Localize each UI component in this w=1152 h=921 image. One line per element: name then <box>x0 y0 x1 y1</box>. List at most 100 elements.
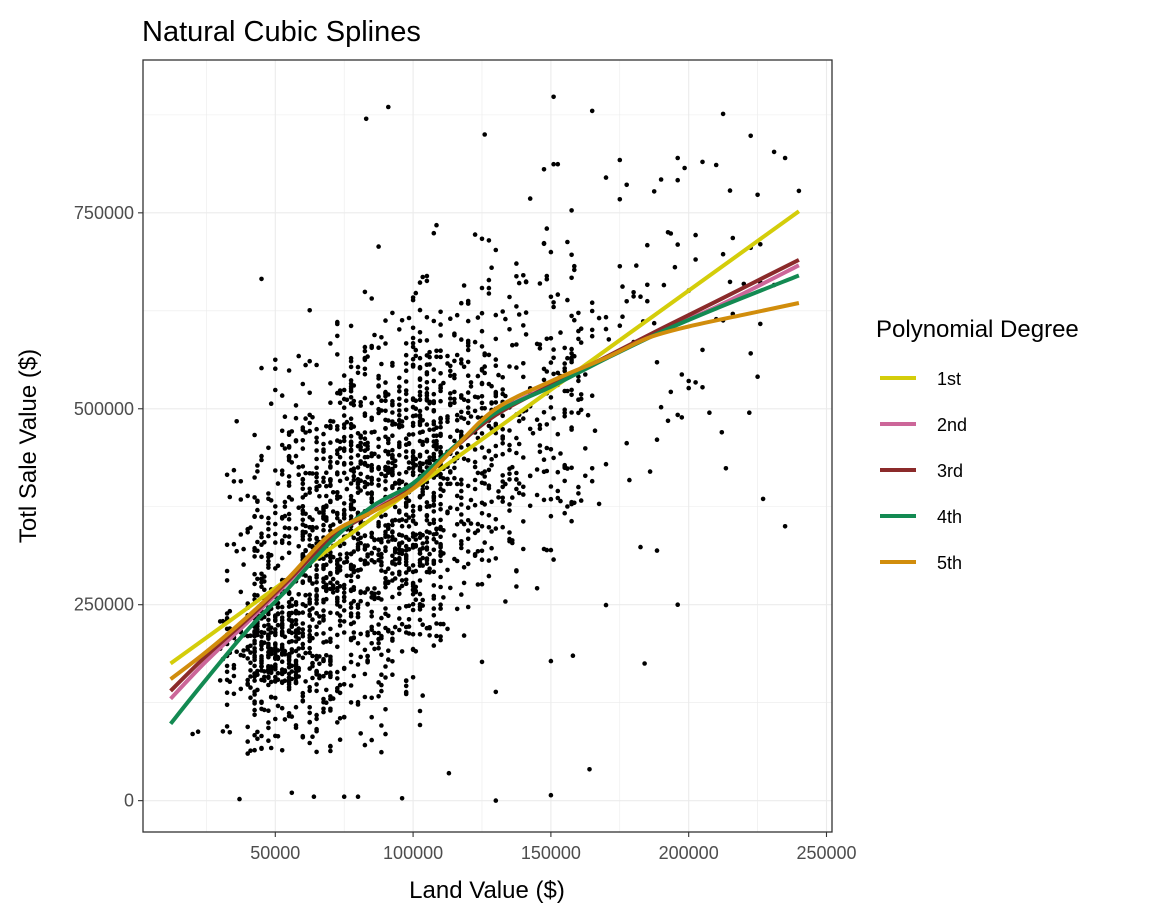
data-point <box>507 502 512 507</box>
data-point <box>713 162 719 168</box>
data-point <box>452 375 457 381</box>
data-point <box>348 433 354 439</box>
data-point <box>355 443 361 449</box>
data-point <box>569 465 574 471</box>
data-point <box>282 717 288 722</box>
data-point <box>296 544 302 549</box>
data-point <box>348 578 354 584</box>
data-point <box>569 359 574 365</box>
data-point <box>479 659 485 665</box>
data-point <box>431 606 437 611</box>
data-point <box>603 175 609 180</box>
data-point <box>335 602 340 607</box>
data-point <box>379 335 384 340</box>
data-point <box>445 476 450 482</box>
data-point <box>661 282 667 288</box>
data-point <box>445 419 450 425</box>
data-point <box>496 495 501 500</box>
gridlines <box>143 60 832 832</box>
data-point <box>403 368 409 374</box>
data-point <box>438 386 443 391</box>
data-point <box>252 663 257 669</box>
data-point <box>369 345 375 351</box>
data-point <box>358 654 364 660</box>
data-point <box>397 389 402 394</box>
data-point <box>328 748 333 754</box>
data-point <box>273 695 278 701</box>
data-point <box>479 431 485 436</box>
data-point <box>406 441 412 447</box>
data-point <box>424 518 430 523</box>
data-point <box>383 341 388 346</box>
data-point <box>578 326 584 332</box>
data-point <box>479 511 485 516</box>
data-point <box>514 342 519 347</box>
data-point <box>386 539 391 544</box>
data-point <box>578 340 584 345</box>
data-point <box>266 622 271 628</box>
data-point <box>417 355 423 361</box>
data-point <box>248 525 253 530</box>
data-point <box>279 705 285 711</box>
data-point <box>286 494 292 500</box>
data-point <box>424 398 430 403</box>
data-point <box>548 249 554 255</box>
data-point <box>341 507 347 513</box>
data-point <box>551 355 556 361</box>
data-point <box>730 235 736 241</box>
data-point <box>431 433 437 439</box>
data-point <box>300 529 306 535</box>
data-point <box>555 370 561 376</box>
data-point <box>392 480 398 486</box>
data-point <box>465 505 471 511</box>
data-point <box>500 495 506 501</box>
data-point <box>465 398 471 404</box>
data-point <box>335 632 340 638</box>
data-point <box>634 263 639 268</box>
data-point <box>544 422 550 427</box>
data-point <box>341 560 347 565</box>
data-point <box>337 613 343 618</box>
data-point <box>493 798 499 803</box>
data-point <box>479 285 485 291</box>
data-point <box>317 675 322 681</box>
data-point <box>286 511 292 517</box>
data-point <box>296 592 302 597</box>
data-point <box>348 401 354 406</box>
data-point <box>454 352 460 358</box>
data-point <box>424 513 430 519</box>
data-point <box>679 415 685 420</box>
data-point <box>585 412 591 418</box>
y-axis: 0 250000 500000 750000 <box>74 203 143 811</box>
data-point <box>548 513 554 519</box>
data-point <box>403 518 409 524</box>
data-point <box>348 621 354 627</box>
data-point <box>417 578 423 583</box>
data-point <box>289 624 295 629</box>
data-point <box>514 261 519 266</box>
data-point <box>413 597 419 602</box>
data-point <box>224 669 230 675</box>
data-point <box>341 438 347 444</box>
data-point <box>314 672 319 677</box>
data-point <box>390 537 395 542</box>
data-point <box>397 408 402 413</box>
data-point <box>245 739 250 744</box>
data-point <box>569 518 574 524</box>
data-point <box>275 605 281 610</box>
data-point <box>293 453 299 459</box>
data-point <box>303 470 308 476</box>
data-point <box>521 484 526 490</box>
data-point <box>403 352 409 358</box>
data-point <box>431 509 437 514</box>
data-point <box>417 531 423 537</box>
data-point <box>224 542 230 548</box>
data-point <box>328 423 333 429</box>
data-point <box>337 737 343 742</box>
data-point <box>344 419 350 425</box>
data-point <box>551 304 556 310</box>
data-point <box>355 574 361 579</box>
data-point <box>390 422 395 427</box>
data-point <box>417 454 423 459</box>
data-point <box>386 460 391 465</box>
